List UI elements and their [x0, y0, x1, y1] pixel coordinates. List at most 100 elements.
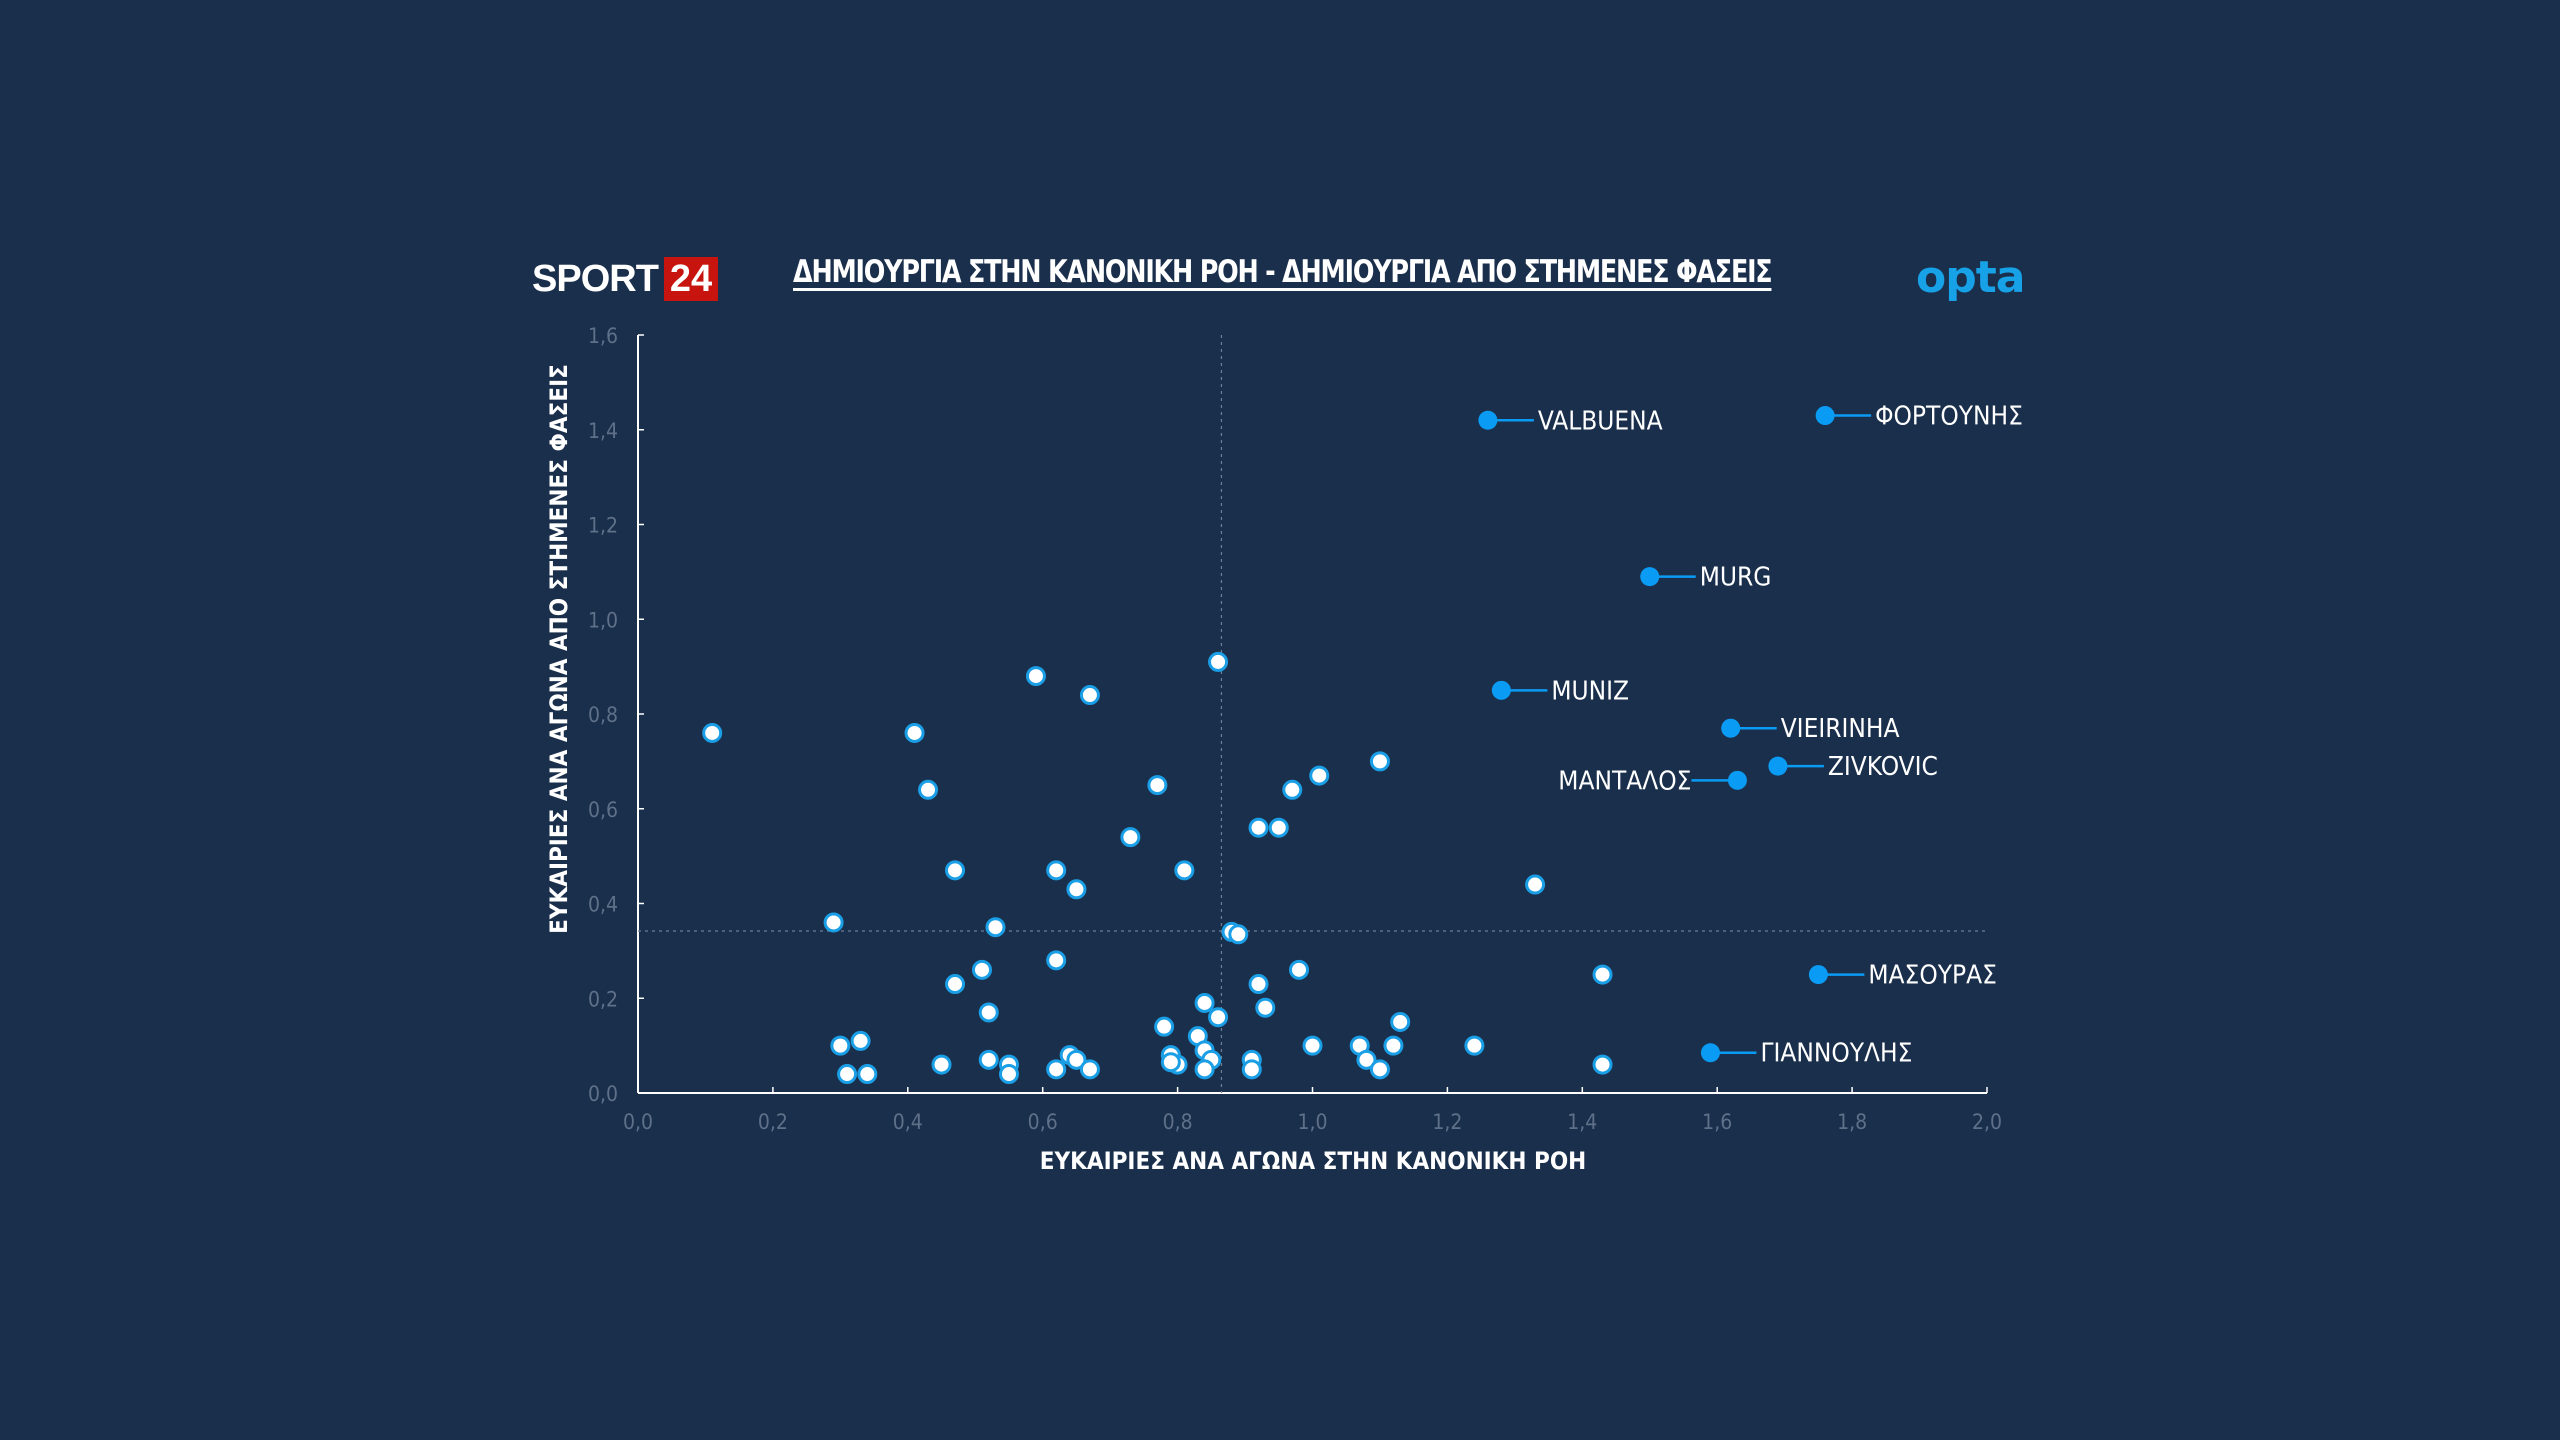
point-label: ZIVKOVIC: [1828, 752, 1938, 782]
data-point: [985, 917, 1006, 938]
data-point: [823, 912, 844, 933]
data-point: [857, 1064, 878, 1085]
x-tick-label: 0,2: [758, 1110, 788, 1134]
data-point: [971, 959, 992, 980]
y-tick-label: 1,4: [588, 419, 618, 443]
data-point: [1066, 1049, 1087, 1070]
data-point: [978, 1049, 999, 1070]
highlighted-point: ΜΑΣΟΥΡΑΣ: [1808, 961, 1997, 991]
data-point: [1147, 775, 1168, 796]
highlighted-point: ΦΟΡΤΟΥΝΗΣ: [1815, 402, 2023, 432]
data-point: [1194, 992, 1215, 1013]
data-point: [850, 1030, 871, 1051]
data-point: [1268, 817, 1289, 838]
data-point: [1228, 924, 1249, 945]
data-point: [1369, 1059, 1390, 1080]
opta-logo: opta: [1916, 252, 2025, 303]
y-tick-label: 0,0: [588, 1082, 618, 1106]
data-point: [1046, 860, 1067, 881]
highlight-dot: [1768, 756, 1788, 776]
data-point: [904, 722, 925, 743]
x-tick-label: 2,0: [1972, 1110, 2002, 1134]
data-point: [1369, 751, 1390, 772]
y-axis-title: ΕΥΚΑΙΡΙΕΣ ΑΝΑ ΑΓΩΝΑ ΑΠΟ ΣΤΗΜΕΝΕΣ ΦΑΣΕΙΣ: [545, 364, 573, 934]
highlighted-points: VALBUENA ΦΟΡΤΟΥΝΗΣ MURG MUNIZ VIEIRINHA ZIVKO…: [1478, 402, 2023, 1069]
data-point: [998, 1064, 1019, 1085]
data-point: [1079, 685, 1100, 706]
data-point: [1302, 1035, 1323, 1056]
data-point: [918, 779, 939, 800]
point-label: ΓΙΑΝΝΟΥΛΗΣ: [1760, 1039, 1912, 1069]
data-point: [702, 722, 723, 743]
data-point: [1309, 765, 1330, 786]
data-point: [1194, 1059, 1215, 1080]
point-label: ΦΟΡΤΟΥΝΗΣ: [1875, 402, 2023, 432]
x-tick-label: 1,6: [1702, 1110, 1732, 1134]
y-tick-label: 1,0: [588, 608, 618, 632]
highlight-dot: [1478, 410, 1498, 430]
data-point: [1079, 1059, 1100, 1080]
data-point: [1046, 950, 1067, 971]
data-point: [830, 1035, 851, 1056]
point-label: ΜΑΝΤΑΛΟΣ: [1558, 766, 1691, 796]
point-label: ΜΑΣΟΥΡΑΣ: [1868, 961, 1997, 991]
chart-title: ΔΗΜΙΟΥΡΓΙΑ ΣΤΗΝ ΚΑΝΟΝΙΚΗ ΡΟΗ - ΔΗΜΙΟΥΡΓΙ…: [793, 254, 1773, 290]
y-tick-label: 0,2: [588, 987, 618, 1011]
x-tick-label: 0,0: [623, 1110, 653, 1134]
data-point: [1046, 1059, 1067, 1080]
x-tick-label: 1,2: [1432, 1110, 1462, 1134]
data-point: [1592, 1054, 1613, 1075]
data-point: [945, 974, 966, 995]
data-point: [1356, 1049, 1377, 1070]
y-tick-label: 0,4: [588, 893, 618, 917]
highlight-dot: [1808, 965, 1828, 985]
x-tick-label: 0,4: [893, 1110, 923, 1134]
brand-word: SPORT: [532, 258, 659, 300]
sport24-logo: SPORT 24: [532, 256, 719, 302]
data-point: [978, 1002, 999, 1023]
data-point: [1255, 997, 1276, 1018]
x-tick-label: 1,8: [1837, 1110, 1867, 1134]
x-tick-label: 1,4: [1567, 1110, 1597, 1134]
x-tick-label: 1,0: [1297, 1110, 1327, 1134]
data-point: [1592, 964, 1613, 985]
data-point: [1248, 817, 1269, 838]
data-point: [931, 1054, 952, 1075]
y-tick-label: 0,8: [588, 703, 618, 727]
highlight-dot: [1700, 1043, 1720, 1063]
data-point: [1025, 666, 1046, 687]
point-label: MUNIZ: [1551, 676, 1629, 706]
x-tick-label: 0,8: [1163, 1110, 1193, 1134]
data-point: [1160, 1052, 1181, 1073]
brand-number: 24: [663, 257, 719, 301]
data-point: [1525, 874, 1546, 895]
data-point: [1282, 779, 1303, 800]
highlight-dot: [1721, 718, 1741, 738]
highlighted-point: MURG: [1640, 563, 1771, 593]
axes: 0,0 0,2 0,4 0,6 0,8 1,0 1,2 1,4 1,6 1,8 2,0 0,0 0,2 0…: [588, 324, 2002, 1134]
data-point: [1066, 879, 1087, 900]
data-point: [1241, 1059, 1262, 1080]
highlighted-point: VIEIRINHA: [1721, 714, 1899, 744]
y-tick-label: 1,2: [588, 514, 618, 538]
data-point: [1174, 860, 1195, 881]
highlight-dot: [1815, 406, 1835, 426]
highlight-dot: [1640, 567, 1660, 587]
highlighted-point: ΜΑΝΤΑΛΟΣ: [1558, 766, 1747, 796]
data-point: [945, 860, 966, 881]
point-label: VIEIRINHA: [1781, 714, 1900, 744]
highlighted-point: ZIVKOVIC: [1768, 752, 1938, 782]
data-point: [1383, 1035, 1404, 1056]
y-tick-label: 1,6: [588, 324, 618, 348]
highlight-dot: [1491, 680, 1511, 700]
data-point: [1154, 1016, 1175, 1037]
data-point: [1464, 1035, 1485, 1056]
data-point: [1248, 974, 1269, 995]
highlighted-point: VALBUENA: [1478, 406, 1663, 436]
data-point: [1390, 1011, 1411, 1032]
data-point: [837, 1064, 858, 1085]
data-point: [1120, 827, 1141, 848]
highlighted-point: MUNIZ: [1491, 676, 1629, 706]
highlight-dot: [1727, 770, 1747, 790]
